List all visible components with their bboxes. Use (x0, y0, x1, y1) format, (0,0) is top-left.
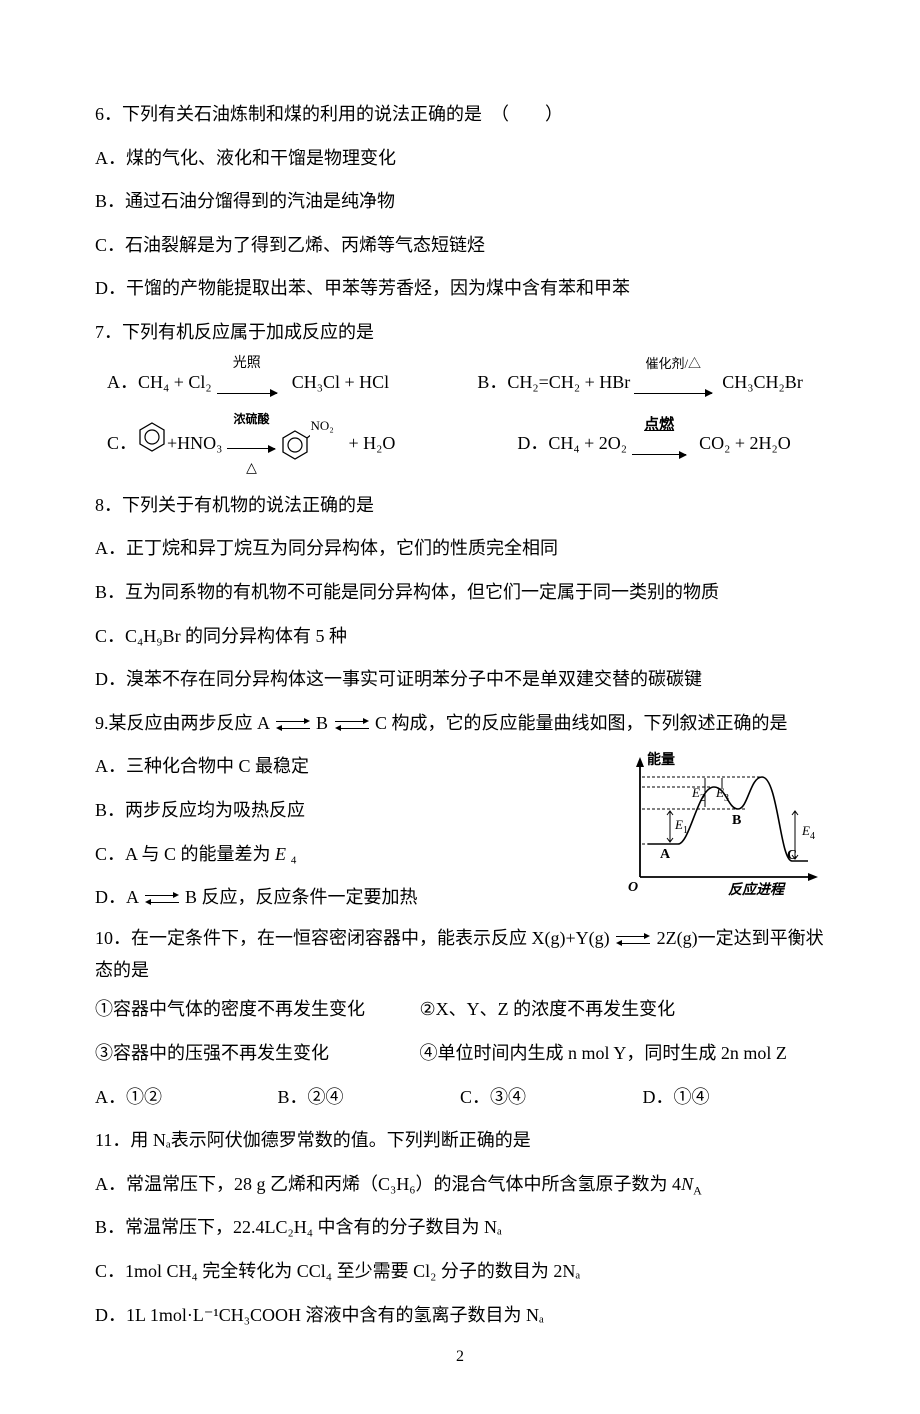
question-7-stem: 7．下列有机反应属于加成反应的是 (95, 313, 825, 353)
svg-text:4: 4 (810, 831, 815, 842)
svg-text:3: 3 (724, 793, 729, 804)
q10-c3: ③容器中的压强不再发生变化 (95, 1034, 415, 1074)
question-10-stem: 10．在一定条件下，在一恒容密闭容器中，能表示反应 X(g)+Y(g) 2Z(g… (95, 922, 825, 987)
q6-option-a: A．煤的气化、液化和干馏是物理变化 (95, 139, 825, 179)
q9c-b: E (275, 844, 286, 864)
svg-text:O: O (628, 880, 638, 895)
q7d-cond: 点燃 (627, 418, 691, 432)
q7d-left: D．CH₄ + 2O₂ (517, 424, 627, 464)
svg-text:E: E (674, 817, 683, 832)
q8-option-b: B．互为同系物的有机物不可能是同分异构体，但它们一定属于同一类别的物质 (95, 573, 825, 613)
svg-text:E: E (691, 785, 700, 800)
q11a-c: A (693, 1183, 702, 1197)
q10-conditions-1: ①容器中气体的密度不再发生变化 ②X、Y、Z 的浓度不再发生变化 (95, 990, 825, 1030)
q7d-right: CO₂ + 2H₂O (699, 424, 791, 464)
q9-stem-a: 9.某反应由两步反应 A (95, 713, 269, 733)
q11a-a: A．常温常压下，28 g 乙烯和丙烯（C₃H₆）的混合气体中所含氢原子数为 4 (95, 1174, 681, 1194)
question-9-stem: 9.某反应由两步反应 A B C 构成，它的反应能量曲线如图，下列叙述正确的是 (95, 704, 825, 744)
svg-text:C: C (787, 848, 797, 863)
benzene-ring-icon (137, 420, 167, 469)
q10-options: A．①② B．②④ C．③④ D．①④ (95, 1078, 825, 1118)
q9d-b: B 反应，反应条件一定要加热 (185, 887, 418, 907)
equilibrium-arrow-icon (616, 935, 650, 945)
page-number: 2 (95, 1339, 825, 1374)
q7-row-ab: A．CH₄ + Cl₂ 光照 CH₃Cl + HCl B．CH₂=CH₂ + H… (95, 357, 825, 409)
q7a-left: A．CH₄ + Cl₂ (107, 363, 212, 403)
q9-stem-b: B (316, 713, 328, 733)
svg-text:1: 1 (683, 825, 688, 836)
svg-text:能量: 能量 (647, 751, 675, 768)
q8-option-a: A．正丁烷和异丁烷互为同分异构体，它们的性质完全相同 (95, 529, 825, 569)
q7b-cond: 催化剂/△ (630, 357, 716, 371)
q10-option-c: C．③④ (460, 1078, 643, 1118)
q11-option-b: B．常温常压下，22.4LC₂H₄ 中含有的分子数目为 Nₐ (95, 1208, 825, 1248)
q9d-a: D．A (95, 887, 138, 907)
q7c-tag: NO₂ (310, 412, 333, 441)
svg-text:E: E (715, 785, 724, 800)
q7a-cond: 光照 (212, 357, 282, 371)
q10-c1: ①容器中气体的密度不再发生变化 (95, 990, 415, 1030)
svg-text:A: A (660, 847, 671, 862)
q7c-cond-bot: △ (222, 462, 280, 476)
q7c-right: + H₂O (348, 424, 395, 464)
q7b-right: CH₃CH₂Br (722, 363, 803, 403)
q11-option-d: D．1L 1mol·L⁻¹CH₃COOH 溶液中含有的氢离子数目为 Nₐ (95, 1296, 825, 1336)
q11a-b: N (681, 1174, 693, 1194)
q11-option-a: A．常温常压下，28 g 乙烯和丙烯（C₃H₆）的混合气体中所含氢原子数为 4N… (95, 1165, 825, 1205)
svg-text:B: B (732, 813, 741, 828)
q6-option-b: B．通过石油分馏得到的汽油是纯净物 (95, 182, 825, 222)
q9c-c: ₄ (286, 844, 297, 864)
q8-option-c: C．C₄H₉Br 的同分异构体有 5 种 (95, 617, 825, 657)
q10-conditions-2: ③容器中的压强不再发生变化 ④单位时间内生成 n mol Y，同时生成 2n m… (95, 1034, 825, 1074)
q10-c4: ④单位时间内生成 n mol Y，同时生成 2n mol Z (420, 1043, 787, 1063)
equilibrium-arrow-icon (276, 720, 310, 730)
q7-option-d: D．CH₄ + 2O₂ 点燃 CO₂ + 2H₂O (477, 418, 825, 470)
q7-option-a: A．CH₄ + Cl₂ 光照 CH₃Cl + HCl (95, 357, 477, 409)
q7-row-cd: C． +HNO₃ 浓硫酸 △ NO₂ + H (95, 412, 825, 476)
q7d-arrow: 点燃 (627, 418, 691, 470)
q7-option-b: B．CH₂=CH₂ + HBr 催化剂/△ CH₃CH₂Br (477, 357, 825, 409)
q7c-mid: +HNO₃ (167, 424, 222, 464)
q9c-a: C．A 与 C 的能量差为 (95, 844, 271, 864)
q8-option-d: D．溴苯不存在同分异构体这一事实可证明苯分子中不是单双建交替的碳碳键 (95, 660, 825, 700)
svg-text:反应进程: 反应进程 (728, 881, 786, 898)
q6-option-c: C．石油裂解是为了得到乙烯、丙烯等气态短链烃 (95, 226, 825, 266)
q10-option-a: A．①② (95, 1078, 278, 1118)
q7a-arrow: 光照 (212, 357, 282, 409)
q11-option-c: C．1mol CH₄ 完全转化为 CCl₄ 至少需要 Cl₂ 分子的数目为 2N… (95, 1252, 825, 1292)
q7c-left: C． (107, 424, 137, 464)
q10-c2: ②X、Y、Z 的浓度不再发生变化 (420, 999, 676, 1019)
question-11-stem: 11．用 Nₐ表示阿伏伽德罗常数的值。下列判断正确的是 (95, 1121, 825, 1161)
question-6-stem: 6．下列有关石油炼制和煤的利用的说法正确的是 （ ） (95, 95, 825, 135)
q7a-right: CH₃Cl + HCl (292, 363, 389, 403)
svg-text:E: E (801, 823, 810, 838)
q7c-arrow: 浓硫酸 △ (222, 412, 280, 476)
q9-energy-diagram: 能量 A B C E1 E2 E3 E4 O 反应进程 (620, 749, 825, 914)
q7-option-c: C． +HNO₃ 浓硫酸 △ NO₂ + H (95, 412, 477, 476)
q7b-left: B．CH₂=CH₂ + HBr (477, 363, 630, 403)
q10-option-b: B．②④ (278, 1078, 461, 1118)
q7c-cond-top: 浓硫酸 (222, 412, 280, 426)
nitrobenzene-icon: NO₂ (280, 424, 310, 464)
question-8-stem: 8．下列关于有机物的说法正确的是 (95, 486, 825, 526)
q6-option-d: D．干馏的产物能提取出苯、甲苯等芳香烃，因为煤中含有苯和甲苯 (95, 269, 825, 309)
q10-stem-a: 10．在一定条件下，在一恒容密闭容器中，能表示反应 X(g)+Y(g) (95, 928, 610, 948)
svg-text:2: 2 (700, 793, 705, 804)
q10-option-d: D．①④ (643, 1078, 826, 1118)
q9-stem-c: C 构成，它的反应能量曲线如图，下列叙述正确的是 (375, 713, 788, 733)
equilibrium-arrow-icon (145, 894, 179, 904)
equilibrium-arrow-icon (335, 720, 369, 730)
q7b-arrow: 催化剂/△ (630, 357, 716, 409)
